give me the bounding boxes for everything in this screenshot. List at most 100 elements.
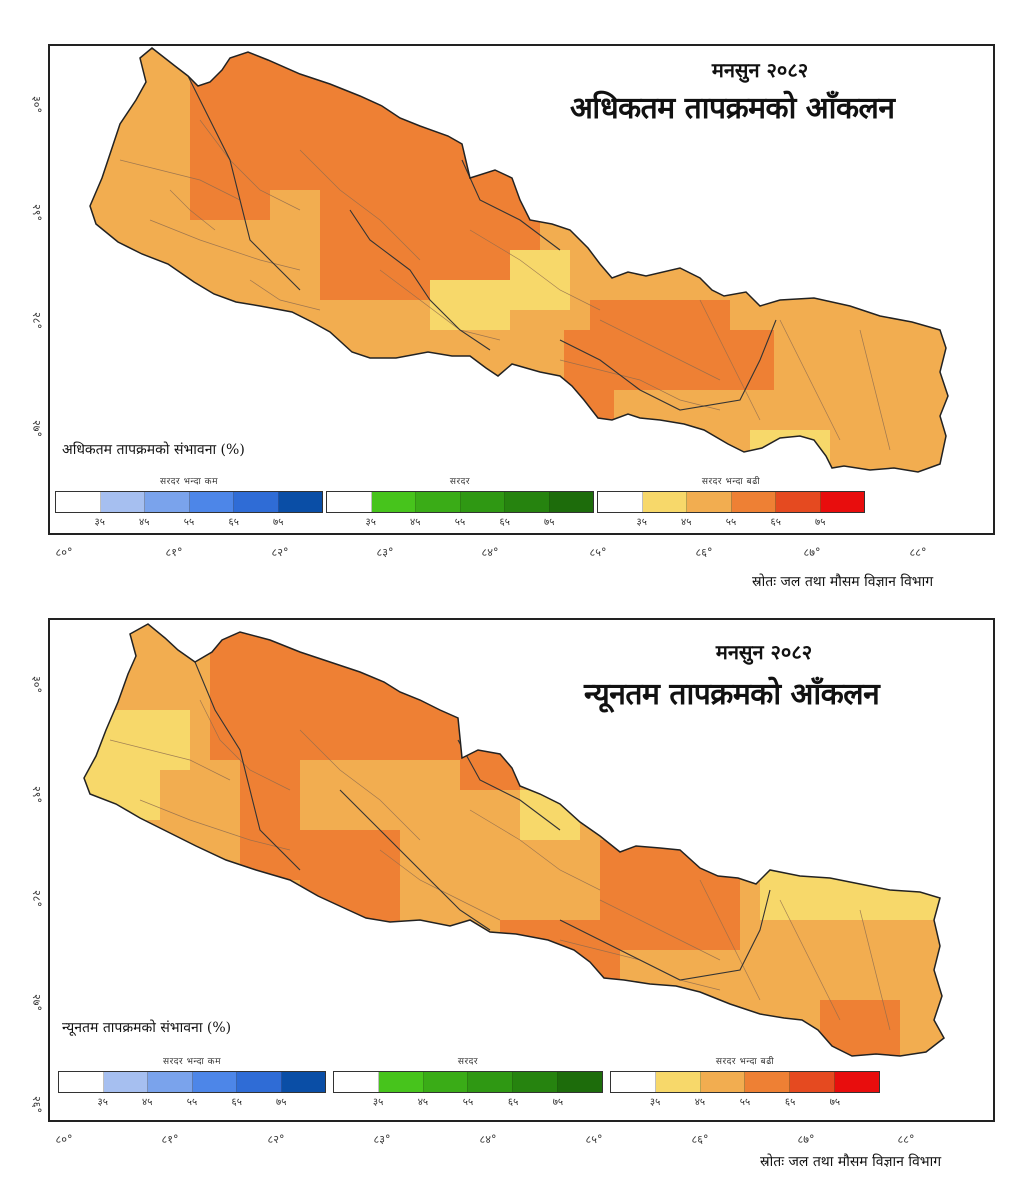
legend-swatch xyxy=(549,492,593,512)
lat-tick: २६° xyxy=(30,1096,43,1113)
legend-tick: ६५ xyxy=(228,517,239,528)
probability-label: अधिकतम तापक्रमको संभावना (%) xyxy=(62,442,245,458)
legend-tick: ५५ xyxy=(739,1097,751,1108)
legend-tick: ४५ xyxy=(417,1097,429,1108)
lon-tick: ८६° xyxy=(695,546,713,559)
legend-swatch xyxy=(558,1072,602,1092)
legend-swatch xyxy=(776,492,821,512)
legend-caption: सरदर भन्दा कम xyxy=(160,477,218,487)
legend-caption: सरदर xyxy=(449,477,471,487)
legend-below-normal: सरदर भन्दा कम ३५ ४५ ५५ ६५ ७५ xyxy=(58,1054,326,1108)
legend-tick: ७५ xyxy=(273,517,284,528)
legend-caption: सरदर xyxy=(457,1057,479,1067)
province-boundaries xyxy=(187,75,777,411)
nepal-outline xyxy=(89,47,949,473)
legend-swatch xyxy=(820,492,864,512)
district-boundaries xyxy=(109,699,891,1031)
legend-swatch xyxy=(790,1072,836,1092)
legend-swatch xyxy=(56,492,101,512)
nepal-min-temp-map xyxy=(83,623,945,1057)
legend-tick: ६५ xyxy=(499,517,510,528)
legend-tick: ३५ xyxy=(365,517,376,528)
legend-tick: ५५ xyxy=(454,517,466,528)
legend-swatches xyxy=(55,491,323,513)
legend-tick: ७५ xyxy=(552,1097,564,1108)
lon-tick: ८०° xyxy=(55,1133,73,1146)
legend-swatch xyxy=(835,1072,879,1092)
legend-swatch xyxy=(145,492,190,512)
source-credit: स्रोतः जल तथा मौसम विज्ञान विभाग xyxy=(760,1154,942,1170)
legend-swatches xyxy=(333,1071,603,1093)
legend-swatch xyxy=(687,492,732,512)
legend-normal: सरदर ३५ ४५ ५५ ६५ ७५ xyxy=(333,1054,603,1108)
legend-tick: ६५ xyxy=(770,517,781,528)
legend-tick: ५५ xyxy=(183,517,195,528)
legend-swatch xyxy=(655,1072,701,1092)
legend-tick: ६५ xyxy=(507,1097,519,1108)
legend-above-normal: सरदर भन्दा बढी ३५ ४५ ५५ ६५ ७५ xyxy=(597,474,865,528)
legend-tick: ४५ xyxy=(139,517,150,528)
lon-tick: ८६° xyxy=(691,1133,709,1146)
nepal-outline xyxy=(83,623,945,1057)
province-boundaries xyxy=(194,661,771,981)
lon-tick: ८०° xyxy=(55,546,73,559)
legend-tick: ४५ xyxy=(694,1097,706,1108)
lon-tick: ८२° xyxy=(267,1133,285,1146)
legend-swatch xyxy=(278,492,322,512)
legend-swatch xyxy=(611,1072,656,1092)
lat-tick: २८° xyxy=(30,312,43,329)
lon-tick: ८४° xyxy=(479,1133,497,1146)
legend-tick: ३५ xyxy=(372,1097,384,1108)
legend-tick: ७५ xyxy=(829,1097,841,1108)
legend-swatch xyxy=(423,1072,469,1092)
lon-tick: ८२° xyxy=(271,546,289,559)
legend-tick: ५५ xyxy=(725,517,737,528)
lat-tick: २७° xyxy=(30,420,43,437)
lon-tick: ८८° xyxy=(897,1133,915,1146)
legend-tick: ६५ xyxy=(784,1097,796,1108)
legend-tick: ४५ xyxy=(681,517,692,528)
lat-tick: ३०° xyxy=(30,96,43,113)
legend-above-normal: सरदर भन्दा बढी ३५ ४५ ५५ ६५ ७५ xyxy=(610,1054,880,1108)
legend-swatch xyxy=(598,492,643,512)
legend-swatch xyxy=(100,492,145,512)
legend-caption: सरदर भन्दा कम xyxy=(163,1057,221,1067)
legend-caption: सरदर भन्दा बढी xyxy=(701,477,761,487)
max-temp-panel: मनसुन २०८२ अधिकतम तापक्रमको आँकलन अधिकतम… xyxy=(30,44,995,590)
legend-tick: ४५ xyxy=(142,1097,153,1108)
source-credit: स्रोतः जल तथा मौसम विज्ञान विभाग xyxy=(752,574,934,590)
legend-normal: सरदर ३५ ४५ ५५ ६५ ७५ xyxy=(326,474,594,528)
legend-swatch xyxy=(237,1072,282,1092)
legend-swatches xyxy=(58,1071,326,1093)
lon-tick: ८४° xyxy=(481,546,499,559)
legend-swatch xyxy=(505,492,550,512)
probability-label: न्यूनतम तापक्रमको संभावना (%) xyxy=(62,1020,232,1036)
legend-swatch xyxy=(281,1072,325,1092)
legend-swatch xyxy=(513,1072,559,1092)
legend-swatch xyxy=(327,492,372,512)
lon-tick: ८७° xyxy=(797,1133,815,1146)
lon-tick: ८१° xyxy=(165,546,183,559)
legend-tick: ५५ xyxy=(462,1097,474,1108)
legend-below-normal: सरदर भन्दा कम ३५ ४५ ५५ ६५ ७५ xyxy=(55,474,323,528)
legend-swatches xyxy=(610,1071,880,1093)
legend-caption: सरदर भन्दा बढी xyxy=(715,1057,775,1067)
district-boundaries xyxy=(119,119,891,451)
lat-tick: २८° xyxy=(30,890,43,907)
legend-tick: ३५ xyxy=(97,1097,108,1108)
legend-swatch xyxy=(189,492,234,512)
legend-swatch xyxy=(378,1072,424,1092)
lat-tick: ३०° xyxy=(30,676,43,693)
map-title: अधिकतम तापक्रमको आँकलन xyxy=(570,91,895,126)
legend-tick: ५५ xyxy=(186,1097,198,1108)
legend-tick: ७५ xyxy=(815,517,826,528)
legend-swatch xyxy=(103,1072,148,1092)
legend-tick: ७५ xyxy=(276,1097,287,1108)
legend-swatch xyxy=(371,492,416,512)
lon-tick: ८१° xyxy=(161,1133,179,1146)
lon-tick: ८५° xyxy=(589,546,607,559)
legend-swatch xyxy=(642,492,687,512)
legend-swatches xyxy=(597,491,865,513)
legend-swatch xyxy=(234,492,279,512)
legend-tick: ७५ xyxy=(544,517,555,528)
